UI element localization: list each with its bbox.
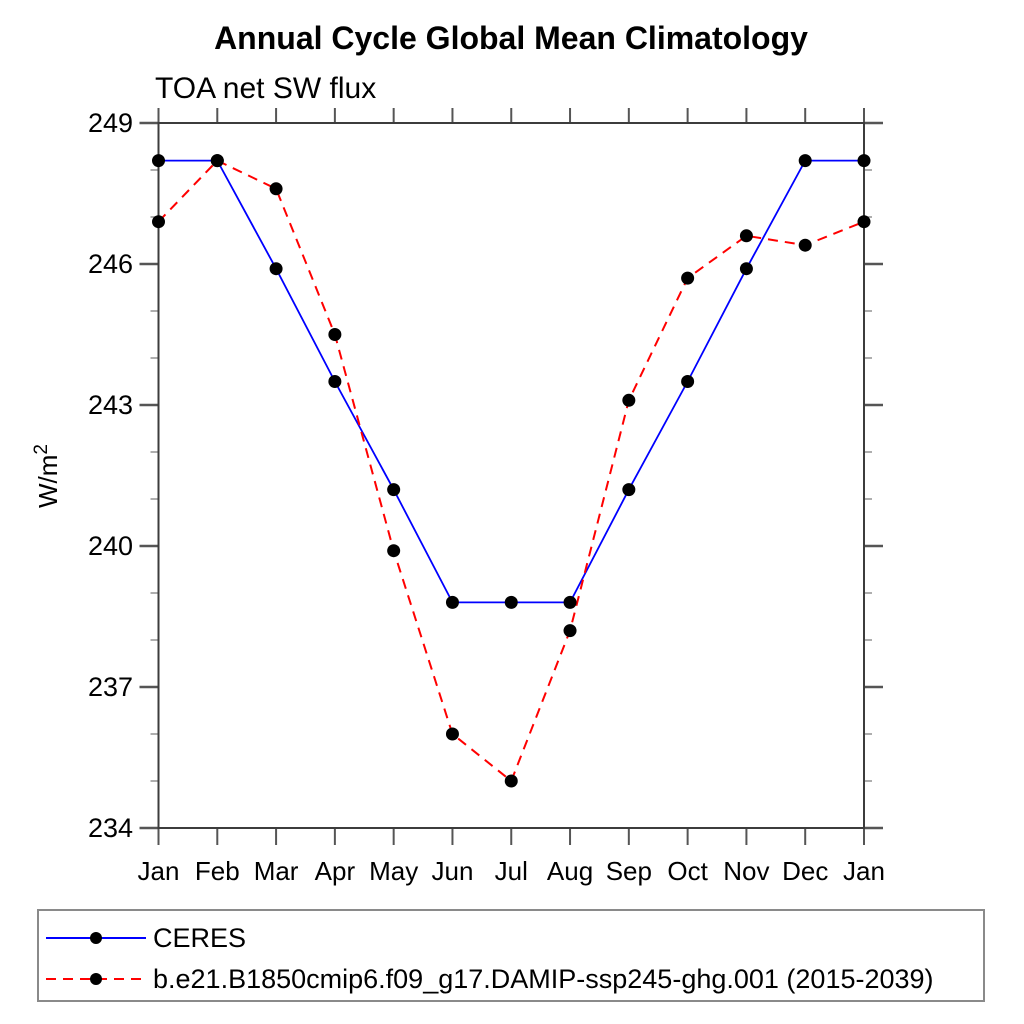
y-axis-title: W/m2 — [31, 444, 63, 508]
data-marker-s0-Dec — [798, 154, 812, 168]
y-tick-label: 240 — [88, 531, 133, 561]
data-marker-s1-Sep — [622, 393, 636, 407]
series-line-1 — [157, 159, 865, 783]
x-tick-label: Jan — [843, 856, 885, 886]
data-marker-s0-Apr — [328, 375, 342, 388]
data-marker-s1-Dec — [798, 238, 812, 252]
data-marker-s1-Mar — [269, 182, 283, 196]
legend-entry-model: b.e21.B1850cmip6.f09_g17.DAMIP-ssp245-gh… — [42, 964, 934, 994]
x-tick-label: Nov — [723, 856, 769, 886]
x-tick-label: Jun — [431, 856, 473, 886]
model-line-sample — [46, 973, 146, 985]
data-marker-s1-Jun — [445, 727, 459, 741]
data-marker-s1-Oct — [681, 271, 695, 285]
data-marker-s1-Nov — [739, 229, 753, 243]
data-marker-s1-Feb — [210, 154, 224, 168]
x-tick-label: Sep — [606, 856, 652, 886]
ceres-line-sample — [46, 932, 146, 944]
data-marker-s0-May — [387, 483, 401, 497]
data-marker-s1-Jul — [504, 774, 518, 788]
data-marker-s0-Jun — [445, 595, 459, 609]
data-marker-s0-Mar — [269, 262, 283, 276]
x-tick-label: Aug — [547, 856, 593, 886]
series-line-0 — [158, 159, 864, 604]
legend-label-ceres: CERES — [153, 922, 247, 953]
x-tick-label: Feb — [195, 856, 240, 886]
data-marker-s1-Aug — [563, 624, 577, 638]
data-marker-s1-Jan — [857, 215, 871, 229]
plot-frame — [157, 122, 865, 829]
x-tick-label: Oct — [667, 856, 708, 886]
data-marker-s0-Aug — [563, 595, 577, 609]
x-tick-label: Mar — [254, 856, 299, 886]
x-tick-label: Dec — [782, 856, 828, 886]
x-tick-label: Apr — [315, 856, 356, 886]
legend-entry-ceres: CERES — [42, 923, 246, 953]
data-marker-s0-Nov — [739, 262, 753, 276]
x-tick-label: Jul — [495, 856, 528, 886]
data-marker-s0-Sep — [622, 483, 636, 497]
legend-label-model: b.e21.B1850cmip6.f09_g17.DAMIP-ssp245-gh… — [153, 963, 934, 994]
y-tick-label: 249 — [88, 108, 133, 138]
x-tick-label: May — [369, 856, 418, 886]
chart-title: Annual Cycle Global Mean Climatology — [214, 20, 808, 56]
data-marker-s0-Oct — [681, 375, 695, 388]
data-marker-s1-Jan — [152, 215, 165, 229]
y-tick-label: 246 — [88, 249, 133, 279]
data-marker-s1-Apr — [328, 328, 342, 341]
legend-box: CERES b.e21.B1850cmip6.f09_g17.DAMIP-ssp… — [37, 909, 985, 1002]
data-marker-s1-May — [387, 544, 401, 558]
data-marker-s0-Jan — [857, 154, 871, 168]
data-marker-s0-Jan — [152, 154, 165, 168]
data-marker-s0-Jul — [504, 595, 518, 609]
chart-subtitle: TOA net SW flux — [155, 72, 377, 105]
x-tick-label: Jan — [138, 856, 180, 886]
y-tick-label: 234 — [88, 813, 133, 843]
y-tick-label: 243 — [88, 390, 133, 420]
y-tick-label: 237 — [88, 672, 133, 702]
